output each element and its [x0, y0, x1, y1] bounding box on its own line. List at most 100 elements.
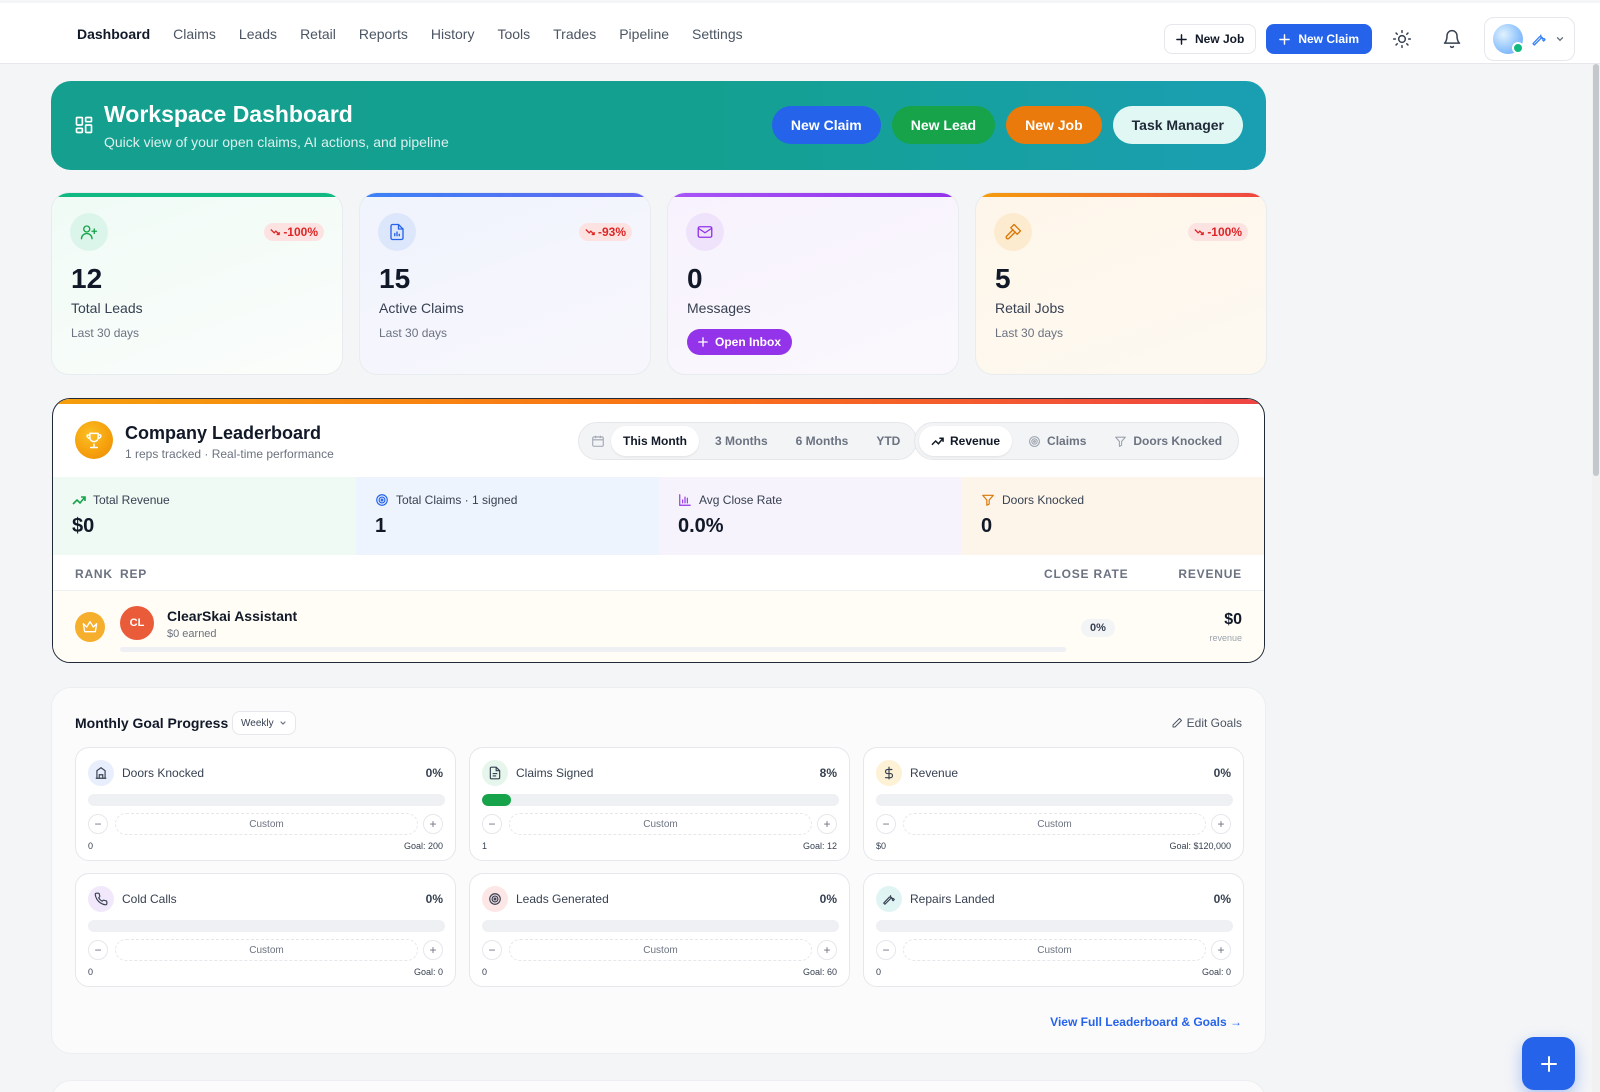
increment-button[interactable]: +	[817, 940, 837, 960]
avatar	[1493, 24, 1524, 54]
goal-current: $0	[876, 841, 887, 851]
rep-avatar: CL	[120, 606, 154, 640]
metric-claims-label: Claims	[1047, 434, 1087, 448]
custom-goal-input[interactable]: Custom	[115, 939, 418, 961]
new-claim-button[interactable]: New Claim	[1266, 24, 1372, 54]
decrement-button[interactable]: −	[88, 814, 108, 834]
stat-period: Last 30 days	[71, 326, 140, 340]
custom-goal-input[interactable]: Custom	[509, 813, 812, 835]
goal-label: Doors Knocked	[122, 766, 205, 780]
goal-progress-track	[88, 920, 445, 932]
hero-new-lead-button[interactable]: New Lead	[891, 106, 996, 144]
custom-goal-input[interactable]: Custom	[903, 939, 1206, 961]
trending-up-icon	[931, 436, 944, 446]
period-3-months[interactable]: 3 Months	[714, 434, 768, 448]
hero-actions: New Claim New Lead New Job Task Manager	[771, 106, 1243, 144]
notifications-button[interactable]	[1432, 22, 1472, 56]
bell-icon	[1442, 29, 1462, 49]
metric-claims[interactable]: Claims	[1016, 426, 1098, 456]
goal-period-value: Weekly	[241, 717, 274, 729]
floating-add-button[interactable]	[1522, 1037, 1575, 1090]
profile-menu[interactable]	[1484, 17, 1575, 61]
goal-percent: 8%	[819, 766, 837, 780]
dollar-icon	[876, 760, 902, 786]
stat-value: 12	[71, 263, 103, 294]
goal-label: Cold Calls	[122, 892, 177, 906]
hero-new-job-button[interactable]: New Job	[1006, 106, 1102, 144]
goal-current: 0	[482, 967, 488, 977]
goal-progress-track	[482, 920, 839, 932]
goal-card-leads-generated: Leads Generated 0% − Custom + 0 Goal: 60	[469, 873, 850, 987]
nav-tools[interactable]: Tools	[497, 25, 531, 42]
increment-button[interactable]: +	[1211, 940, 1231, 960]
col-revenue: REVENUE	[1178, 567, 1242, 581]
stat-card-total-leads[interactable]: -100% 12 Total Leads Last 30 days	[51, 192, 343, 375]
new-job-label: New Job	[1194, 32, 1245, 46]
task-manager-button[interactable]: Task Manager	[1112, 106, 1243, 144]
goal-card-cold-calls: Cold Calls 0% − Custom + 0 Goal: 0	[75, 873, 456, 987]
bar-chart-icon	[678, 493, 692, 507]
goal-progress-track	[876, 794, 1233, 806]
page-scrollbar[interactable]	[1592, 64, 1600, 1092]
nav-leads[interactable]: Leads	[238, 25, 278, 42]
decrement-button[interactable]: −	[482, 940, 502, 960]
decrement-button[interactable]: −	[88, 940, 108, 960]
stat-card-messages[interactable]: 0 Messages Open Inbox	[667, 192, 959, 375]
nav-pipeline[interactable]: Pipeline	[619, 25, 670, 42]
rep-revenue: $0	[1224, 611, 1242, 628]
metric-revenue[interactable]: Revenue	[919, 426, 1013, 456]
metric-doors-knocked[interactable]: Doors Knocked	[1102, 426, 1234, 456]
decrement-button[interactable]: −	[876, 940, 896, 960]
stat-period: Last 30 days	[995, 326, 1064, 340]
nav-history[interactable]: History	[430, 25, 475, 42]
kpi-doors-knocked: Doors Knocked 0	[962, 477, 1264, 555]
increment-button[interactable]: +	[1211, 814, 1231, 834]
decrement-button[interactable]: −	[876, 814, 896, 834]
page-title: Workspace Dashboard	[104, 101, 353, 127]
goal-progress-track	[482, 794, 839, 806]
nav-dashboard[interactable]: Dashboard	[77, 25, 151, 42]
stat-card-active-claims[interactable]: -93% 15 Active Claims Last 30 days	[359, 192, 651, 375]
goal-target: Goal: 200	[403, 841, 443, 851]
open-inbox-button[interactable]: Open Inbox	[687, 329, 792, 355]
table-row[interactable]: CL ClearSkai Assistant $0 earned 0% $0 r…	[53, 591, 1264, 662]
goal-card-revenue: Revenue 0% − Custom + $0 Goal: $120,000	[863, 747, 1244, 861]
trend-badge: -100%	[1188, 223, 1248, 241]
theme-toggle-button[interactable]	[1382, 22, 1422, 56]
increment-button[interactable]: +	[423, 814, 443, 834]
nav-reports[interactable]: Reports	[358, 25, 408, 42]
custom-goal-input[interactable]: Custom	[115, 813, 418, 835]
edit-goals-button[interactable]: Edit Goals	[1171, 716, 1242, 730]
plus-icon	[698, 337, 708, 347]
rep-revenue-caption: revenue	[1209, 633, 1242, 643]
stat-label: Total Leads	[71, 300, 143, 316]
scrollbar-thumb[interactable]	[1593, 64, 1599, 476]
trend-badge: -100%	[264, 223, 324, 241]
custom-goal-input[interactable]: Custom	[509, 939, 812, 961]
rep-earned: $0 earned	[167, 628, 217, 640]
trend-down-icon	[270, 228, 281, 236]
period-this-month[interactable]: This Month	[611, 426, 699, 456]
funnel-icon	[981, 493, 995, 507]
increment-button[interactable]: +	[817, 814, 837, 834]
stat-card-retail-jobs[interactable]: -100% 5 Retail Jobs Last 30 days	[975, 192, 1267, 375]
nav-claims[interactable]: Claims	[173, 25, 216, 42]
goal-period-select[interactable]: Weekly	[232, 711, 296, 735]
period-6-months[interactable]: 6 Months	[795, 434, 849, 448]
view-full-leaderboard-link[interactable]: View Full Leaderboard & Goals →	[1050, 1015, 1242, 1029]
trend-down-icon	[585, 228, 595, 236]
hero-new-claim-button[interactable]: New Claim	[771, 106, 881, 144]
increment-button[interactable]: +	[423, 940, 443, 960]
nav-trades[interactable]: Trades	[553, 25, 597, 42]
period-selector: This Month 3 Months 6 Months YTD	[578, 422, 918, 460]
goal-percent: 0%	[425, 892, 443, 906]
top-navigation: Dashboard Claims Leads Retail Reports Hi…	[0, 3, 1600, 64]
custom-goal-input[interactable]: Custom	[903, 813, 1206, 835]
goal-target: Goal: 0	[1201, 967, 1231, 977]
new-job-button[interactable]: New Job	[1163, 24, 1257, 54]
goal-label: Repairs Landed	[910, 892, 995, 906]
nav-retail[interactable]: Retail	[300, 25, 336, 42]
decrement-button[interactable]: −	[482, 814, 502, 834]
period-ytd[interactable]: YTD	[876, 434, 901, 448]
nav-settings[interactable]: Settings	[692, 25, 743, 42]
